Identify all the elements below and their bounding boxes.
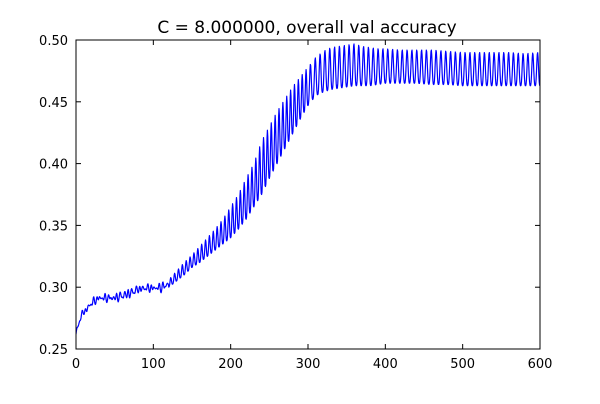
- plot-area: [76, 43, 540, 335]
- x-tick-label: 400: [373, 357, 398, 372]
- y-tick-label: 0.30: [39, 281, 68, 296]
- x-tick-label: 200: [218, 357, 243, 372]
- y-tick-label: 0.40: [39, 158, 68, 173]
- x-tick-label: 600: [528, 357, 553, 372]
- y-tick-label: 0.35: [39, 219, 68, 234]
- axes: 0 100 200 300 400 500 600 0.25 0.30 0.35 0.40 0.45 0…: [39, 34, 552, 372]
- y-tick-label: 0.25: [39, 343, 68, 358]
- y-tick-label: 0.50: [39, 34, 68, 49]
- series-line-0: [76, 43, 540, 335]
- x-tick-label: 500: [450, 357, 475, 372]
- chart-title: C = 8.000000, overall val accuracy: [157, 18, 456, 38]
- x-tick-label: 300: [296, 357, 321, 372]
- y-tick-label: 0.45: [39, 96, 68, 111]
- x-tick-label: 100: [141, 357, 166, 372]
- x-tick-label: 0: [72, 357, 80, 372]
